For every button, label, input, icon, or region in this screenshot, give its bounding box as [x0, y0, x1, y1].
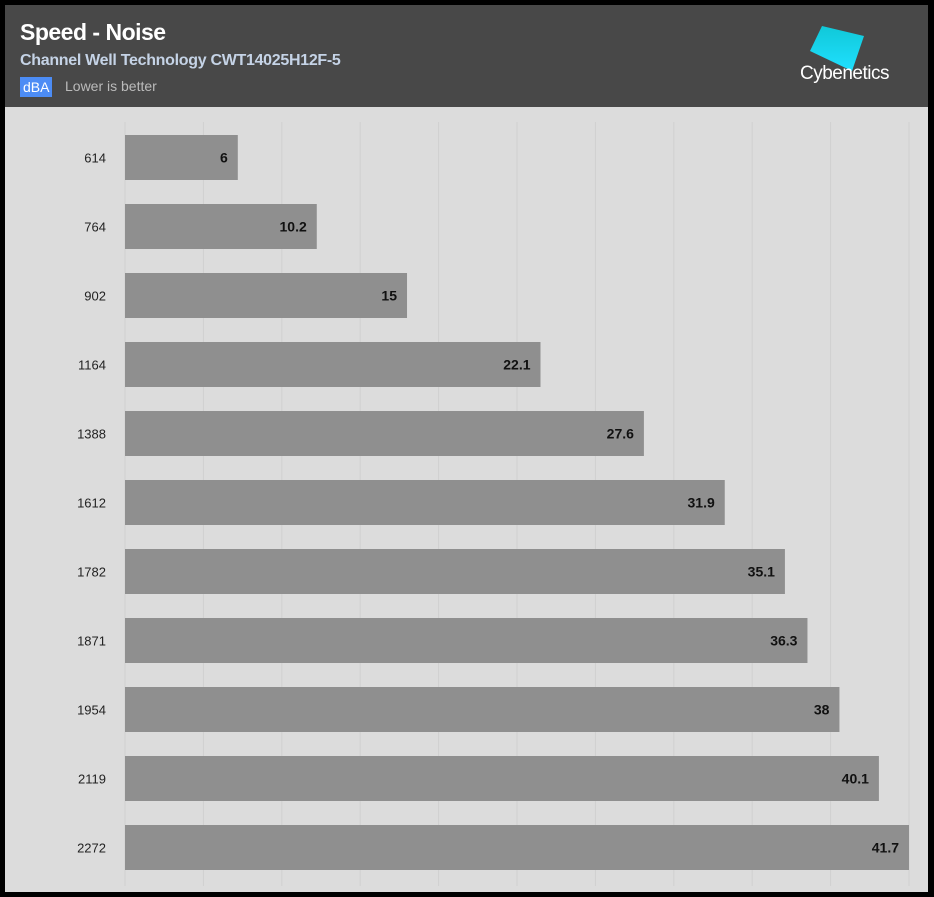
category-label: 902 — [84, 289, 106, 304]
data-label: 15 — [381, 288, 397, 304]
category-label: 1782 — [77, 565, 106, 580]
data-label: 22.1 — [503, 357, 530, 373]
chart-subtitle: Channel Well Technology CWT14025H12F-5 — [20, 52, 341, 69]
category-label: 1871 — [77, 634, 106, 649]
data-label: 40.1 — [842, 771, 869, 787]
category-label: 2272 — [77, 841, 106, 856]
bar — [125, 480, 725, 525]
lower-is-better-note: Lower is better — [65, 78, 157, 94]
bar — [125, 756, 879, 801]
data-label: 36.3 — [770, 633, 797, 649]
category-label: 1612 — [77, 496, 106, 511]
chart-header: Speed - Noise Channel Well Technology CW… — [5, 5, 928, 107]
category-label: 2119 — [78, 772, 106, 787]
data-label: 31.9 — [688, 495, 715, 511]
data-label: 10.2 — [280, 219, 307, 235]
bar — [125, 204, 317, 249]
unit-badge: dBA — [20, 77, 53, 97]
bar — [125, 549, 785, 594]
chart-title: Speed - Noise — [20, 19, 166, 45]
bar — [125, 618, 808, 663]
data-label: 35.1 — [748, 564, 775, 580]
logo-text: Cybenetics — [800, 63, 890, 84]
data-label: 41.7 — [872, 840, 899, 856]
data-label: 38 — [814, 702, 830, 718]
bar — [125, 135, 238, 180]
category-label: 1164 — [78, 358, 106, 373]
category-label: 764 — [84, 220, 106, 235]
category-label: 614 — [84, 151, 106, 166]
cybenetics-logo-icon — [810, 26, 864, 71]
bar — [125, 342, 541, 387]
bar — [125, 411, 644, 456]
category-label: 1388 — [77, 427, 106, 442]
data-label: 6 — [220, 150, 228, 166]
data-label: 27.6 — [607, 426, 634, 442]
category-label: 1954 — [77, 703, 106, 718]
bar — [125, 825, 909, 870]
bar — [125, 273, 408, 318]
bar — [125, 687, 840, 732]
